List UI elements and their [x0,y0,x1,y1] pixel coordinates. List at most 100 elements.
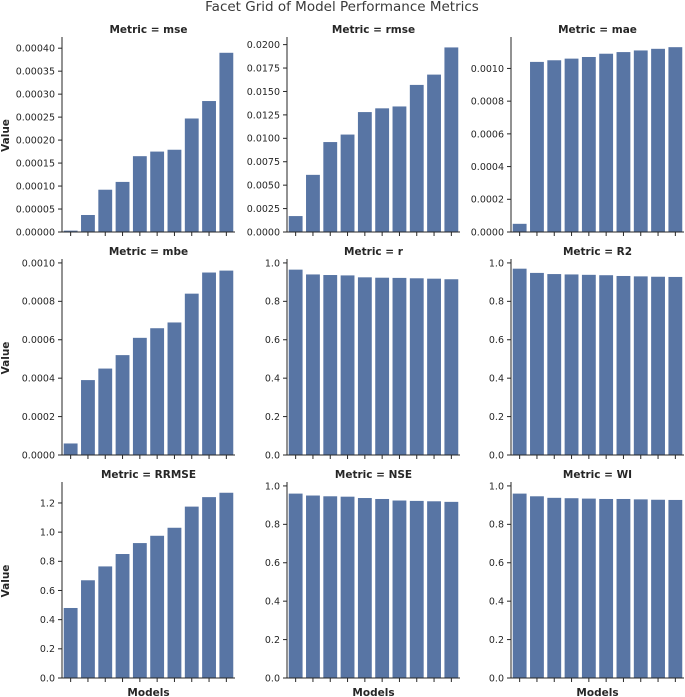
bar [633,276,648,455]
bar [564,58,579,232]
bar [288,269,303,455]
bar [202,272,216,455]
bar [150,535,165,678]
y-tick-label: 0.4 [489,374,504,385]
facet-panel-4: Metric = r 0.0 0.2 0.4 0.6 0.8 1.0 [265,246,460,461]
bar [599,53,614,233]
bar [616,52,631,232]
bar [668,47,683,233]
y-tick-label: 0.8 [489,297,504,308]
facet-title: Metric = r [344,246,404,258]
bar [409,278,424,455]
facet-panels: Metric = mse 0.00000 0.00005 0.00010 0.00015… [0,24,684,697]
y-tick-label: 0.00035 [16,67,55,78]
bar [167,149,182,232]
bar [150,328,165,455]
y-tick-label: 0.0100 [247,134,280,145]
y-tick-label: 0.0050 [247,181,280,192]
figure-title: Facet Grid of Model Performance Metrics [205,0,479,15]
bar [444,279,459,455]
bar [512,493,527,678]
facet-title: Metric = NSE [335,469,412,481]
y-tick-label: 1.0 [489,258,504,269]
y-tick-label: 0.0000 [22,450,55,461]
bar [616,275,631,455]
bar [306,495,320,678]
bar [599,498,614,678]
bar [375,498,390,678]
bar [581,274,596,455]
y-tick-label: 0.00010 [16,181,55,192]
bar [409,500,424,678]
bar [219,270,234,455]
bar [63,443,78,455]
y-tick-label: 0.4 [489,597,504,608]
bar [340,275,355,455]
bar [184,118,199,232]
bar [392,277,407,455]
facet-title: Metric = mse [109,24,187,36]
bar [63,230,78,232]
y-tick-label: 0.0006 [22,335,55,346]
y-tick-label: 0.0 [265,450,280,461]
bar [512,223,527,232]
y-tick-label: 0.0008 [471,97,504,108]
facet-title: Metric = R2 [563,246,632,258]
facet-panel-0: Metric = mse 0.00000 0.00005 0.00010 0.00015… [0,24,235,238]
y-tick-label: 0.8 [265,520,280,531]
bar [184,293,199,455]
bar [132,543,147,678]
facet-title: Metric = rmse [332,24,415,36]
y-tick-label: 0.6 [489,558,504,569]
bar [564,274,579,455]
bar [633,50,648,232]
y-tick-label: 0.8 [489,520,504,531]
bar [167,322,182,455]
y-tick-label: 1.2 [40,498,55,509]
y-tick-label: 1.0 [489,481,504,492]
bar [547,274,562,455]
y-tick-label: 0.0075 [247,157,280,168]
bar [184,506,199,678]
y-tick-label: 0.0200 [247,40,280,51]
facet-panel-1: Metric = rmse 0.0000 0.0025 0.0050 0.0075 0.0… [247,24,460,238]
facet-panel-5: Metric = R2 0.0 0.2 0.4 0.6 0.8 1.0 [489,246,684,461]
bar [547,60,562,232]
y-tick-label: 0.0010 [471,64,504,75]
bar [444,501,459,678]
bar [512,268,527,455]
bar [81,580,95,678]
bar [392,500,407,678]
bar [98,189,113,232]
y-tick-label: 0.0150 [247,87,280,98]
bar [357,112,372,232]
y-tick-label: 0.0025 [247,204,280,215]
facet-panel-7: Metric = NSE 0.0 0.2 0.4 0.6 0.8 1.0 Models [265,469,460,697]
bar [530,272,544,455]
bar [150,151,165,232]
bar [668,276,683,455]
bar [616,498,631,678]
bar [375,277,390,455]
bar [323,496,338,678]
bar [98,566,113,678]
y-tick-label: 0.00000 [16,227,55,238]
y-tick-label: 0.6 [489,335,504,346]
y-tick-label: 0.0 [40,673,55,684]
bar [63,607,78,678]
bar [581,56,596,233]
y-tick-label: 0.00020 [16,135,55,146]
facet-panel-8: Metric = WI 0.0 0.2 0.4 0.6 0.8 1.0 Models [489,469,684,697]
y-tick-label: 0.8 [265,297,280,308]
y-tick-label: 0.0008 [22,297,55,308]
y-tick-label: 0.00015 [16,158,55,169]
facet-panel-6: Metric = RRMSE 0.0 0.2 0.4 0.6 0.8 1.0 1.2 Value… [0,469,235,697]
y-tick-label: 0.0004 [22,374,55,385]
bar [323,275,338,455]
bar [427,74,441,232]
bar [581,498,596,678]
bar [427,501,441,678]
bar [132,156,147,232]
bar [375,108,390,232]
